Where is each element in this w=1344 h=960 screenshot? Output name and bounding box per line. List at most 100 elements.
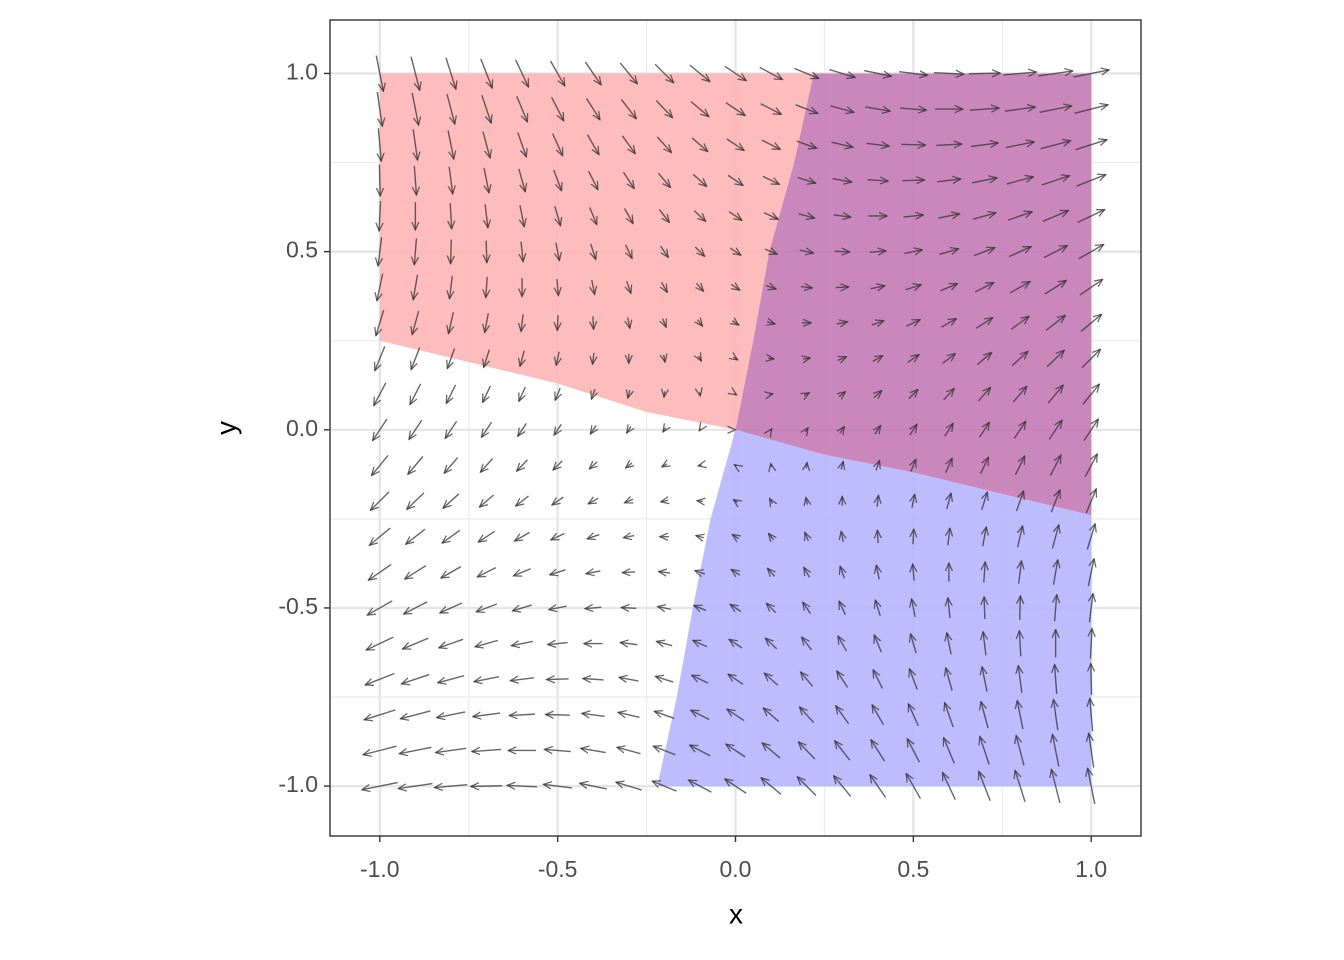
x-axis-title: x bbox=[729, 898, 743, 929]
arrow bbox=[546, 714, 570, 715]
arrow bbox=[509, 714, 535, 715]
arrow bbox=[840, 427, 844, 433]
arrow bbox=[372, 454, 389, 475]
arrow bbox=[876, 565, 879, 580]
arrow bbox=[981, 702, 989, 729]
arrow bbox=[911, 459, 916, 472]
y-tick-label: 0.0 bbox=[286, 415, 318, 441]
x-tick-label: 1.0 bbox=[1075, 856, 1107, 882]
arrow bbox=[942, 354, 956, 365]
arrow bbox=[437, 711, 466, 718]
arrow bbox=[553, 460, 563, 470]
arrow bbox=[769, 394, 773, 395]
arrow bbox=[1078, 244, 1104, 260]
arrow bbox=[589, 207, 597, 224]
arrow bbox=[473, 713, 501, 717]
arrow bbox=[770, 429, 771, 431]
arrow bbox=[440, 602, 463, 613]
arrow bbox=[412, 310, 420, 335]
arrow bbox=[734, 393, 736, 394]
arrow bbox=[835, 287, 849, 288]
arrow bbox=[658, 607, 672, 610]
arrow bbox=[447, 130, 454, 159]
arrow bbox=[554, 424, 561, 435]
arrow bbox=[363, 745, 397, 755]
arrow bbox=[362, 781, 398, 790]
x-tick-label: 0.0 bbox=[720, 856, 752, 882]
arrow bbox=[590, 425, 596, 435]
arrow bbox=[554, 206, 561, 225]
arrow bbox=[1012, 386, 1027, 403]
arrow bbox=[1016, 736, 1025, 766]
arrow bbox=[908, 390, 918, 400]
arrow bbox=[445, 420, 458, 438]
arrow bbox=[1044, 280, 1066, 295]
arrow bbox=[946, 668, 953, 691]
arrow bbox=[617, 747, 641, 755]
region bbox=[735, 73, 1092, 516]
arrow bbox=[657, 641, 673, 645]
arrow bbox=[483, 385, 492, 402]
arrow bbox=[410, 383, 422, 405]
arrow bbox=[730, 284, 740, 290]
arrow bbox=[435, 785, 468, 788]
arrow bbox=[733, 500, 737, 503]
arrow bbox=[765, 638, 778, 650]
arrow bbox=[1089, 733, 1095, 768]
arrow bbox=[1075, 140, 1107, 151]
arrow bbox=[729, 248, 741, 255]
arrow bbox=[471, 786, 503, 787]
arrow bbox=[805, 532, 809, 541]
arrow bbox=[693, 210, 705, 222]
arrow bbox=[413, 129, 417, 160]
arrow bbox=[875, 600, 880, 616]
arrow bbox=[655, 100, 672, 118]
arrow bbox=[874, 635, 882, 653]
arrow bbox=[838, 636, 848, 652]
arrow bbox=[401, 673, 430, 684]
arrow bbox=[984, 597, 985, 620]
arrow bbox=[938, 214, 959, 218]
arrow bbox=[936, 144, 962, 145]
arrow bbox=[586, 134, 599, 155]
arrow bbox=[521, 241, 523, 262]
arrow bbox=[732, 535, 738, 539]
arrow bbox=[696, 536, 704, 538]
arrow bbox=[550, 570, 566, 575]
arrow bbox=[731, 569, 741, 575]
arrow bbox=[903, 215, 923, 217]
arrow bbox=[768, 568, 775, 576]
arrow bbox=[475, 639, 499, 646]
arrow bbox=[725, 102, 745, 116]
arrow bbox=[398, 782, 433, 789]
arrow bbox=[549, 606, 567, 610]
arrow bbox=[943, 773, 956, 800]
arrow bbox=[480, 458, 494, 473]
arrow bbox=[733, 357, 737, 360]
arrow bbox=[621, 608, 637, 609]
arrow bbox=[796, 140, 817, 148]
arrow bbox=[800, 707, 815, 724]
arrow bbox=[516, 495, 529, 506]
arrow bbox=[378, 128, 381, 161]
arrow bbox=[438, 674, 465, 683]
arrow bbox=[968, 73, 1000, 74]
arrow bbox=[411, 347, 421, 369]
arrow bbox=[763, 708, 780, 723]
arrow bbox=[582, 713, 605, 716]
arrow bbox=[871, 740, 886, 762]
arrow bbox=[450, 203, 451, 229]
arrow bbox=[654, 63, 673, 83]
arrow bbox=[732, 321, 738, 325]
arrow bbox=[583, 679, 604, 680]
arrow bbox=[628, 390, 630, 398]
arrow bbox=[555, 387, 560, 400]
arrow bbox=[875, 426, 881, 435]
arrow bbox=[833, 215, 851, 217]
arrow bbox=[476, 603, 498, 612]
arrow bbox=[839, 392, 845, 397]
arrow bbox=[520, 205, 524, 226]
arrow bbox=[829, 68, 855, 78]
arrow bbox=[1042, 211, 1069, 222]
arrow bbox=[800, 287, 812, 288]
